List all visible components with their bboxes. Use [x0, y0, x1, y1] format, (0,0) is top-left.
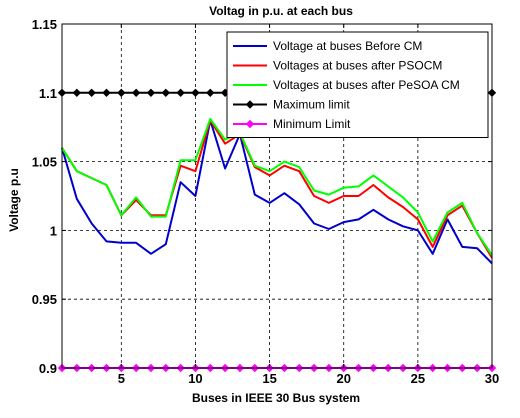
- x-tick-label: 15: [262, 371, 276, 386]
- plot-frame: [61, 23, 493, 369]
- series-line-2: [61, 117, 493, 256]
- series-marker-3: [102, 88, 111, 98]
- legend-label-4: Minimum Limit: [273, 117, 351, 131]
- legend-box: [226, 31, 489, 138]
- series-marker-3: [191, 88, 200, 98]
- x-tick-label: 5: [118, 371, 125, 386]
- series-marker-3: [87, 88, 96, 98]
- x-axis-label: Buses in IEEE 30 Bus system: [192, 391, 360, 405]
- legend-label-0: Voltage at buses Before CM: [273, 39, 422, 53]
- series-marker-3: [131, 88, 141, 98]
- series-marker-3: [146, 88, 156, 98]
- chart-title: Voltag in p.u. at each bus: [209, 4, 353, 18]
- legend-marker-3: [245, 100, 255, 109]
- y-tick-label: 0.95: [32, 292, 57, 307]
- x-tick-label: 20: [336, 371, 350, 386]
- series-marker-3: [176, 88, 185, 98]
- legend-marker-4: [245, 119, 255, 129]
- series-line-0: [61, 119, 493, 265]
- series-line-1: [61, 119, 493, 259]
- y-tick-label: 0.9: [39, 361, 57, 376]
- x-tick-label: 30: [485, 371, 499, 386]
- legend-label-2: Voltages at buses after PeSOA CM: [273, 78, 460, 92]
- x-tick-label: 10: [188, 371, 202, 386]
- y-tick-label: 1.05: [32, 155, 57, 170]
- series-marker-3: [206, 88, 215, 98]
- axis-ticks: 5 10 15 20 25 30 0.9 0.95 1 1.05 1.1 1.15: [32, 17, 500, 386]
- legend-label-1: Voltages at buses after PSOCM: [273, 59, 442, 73]
- y-tick-label: 1.15: [32, 17, 57, 32]
- legend-label-3: Maximum limit: [273, 98, 350, 112]
- series-marker-3: [161, 88, 171, 98]
- series-marker-3: [72, 88, 82, 98]
- y-axis-label: Voltage p.u: [7, 168, 21, 232]
- x-tick-label: 25: [411, 371, 425, 386]
- y-tick-label: 1.1: [39, 86, 57, 101]
- legend: Voltage at buses Before CM Voltages at bu…: [226, 31, 489, 138]
- series-marker-3: [117, 88, 126, 98]
- y-tick-label: 1: [50, 223, 57, 238]
